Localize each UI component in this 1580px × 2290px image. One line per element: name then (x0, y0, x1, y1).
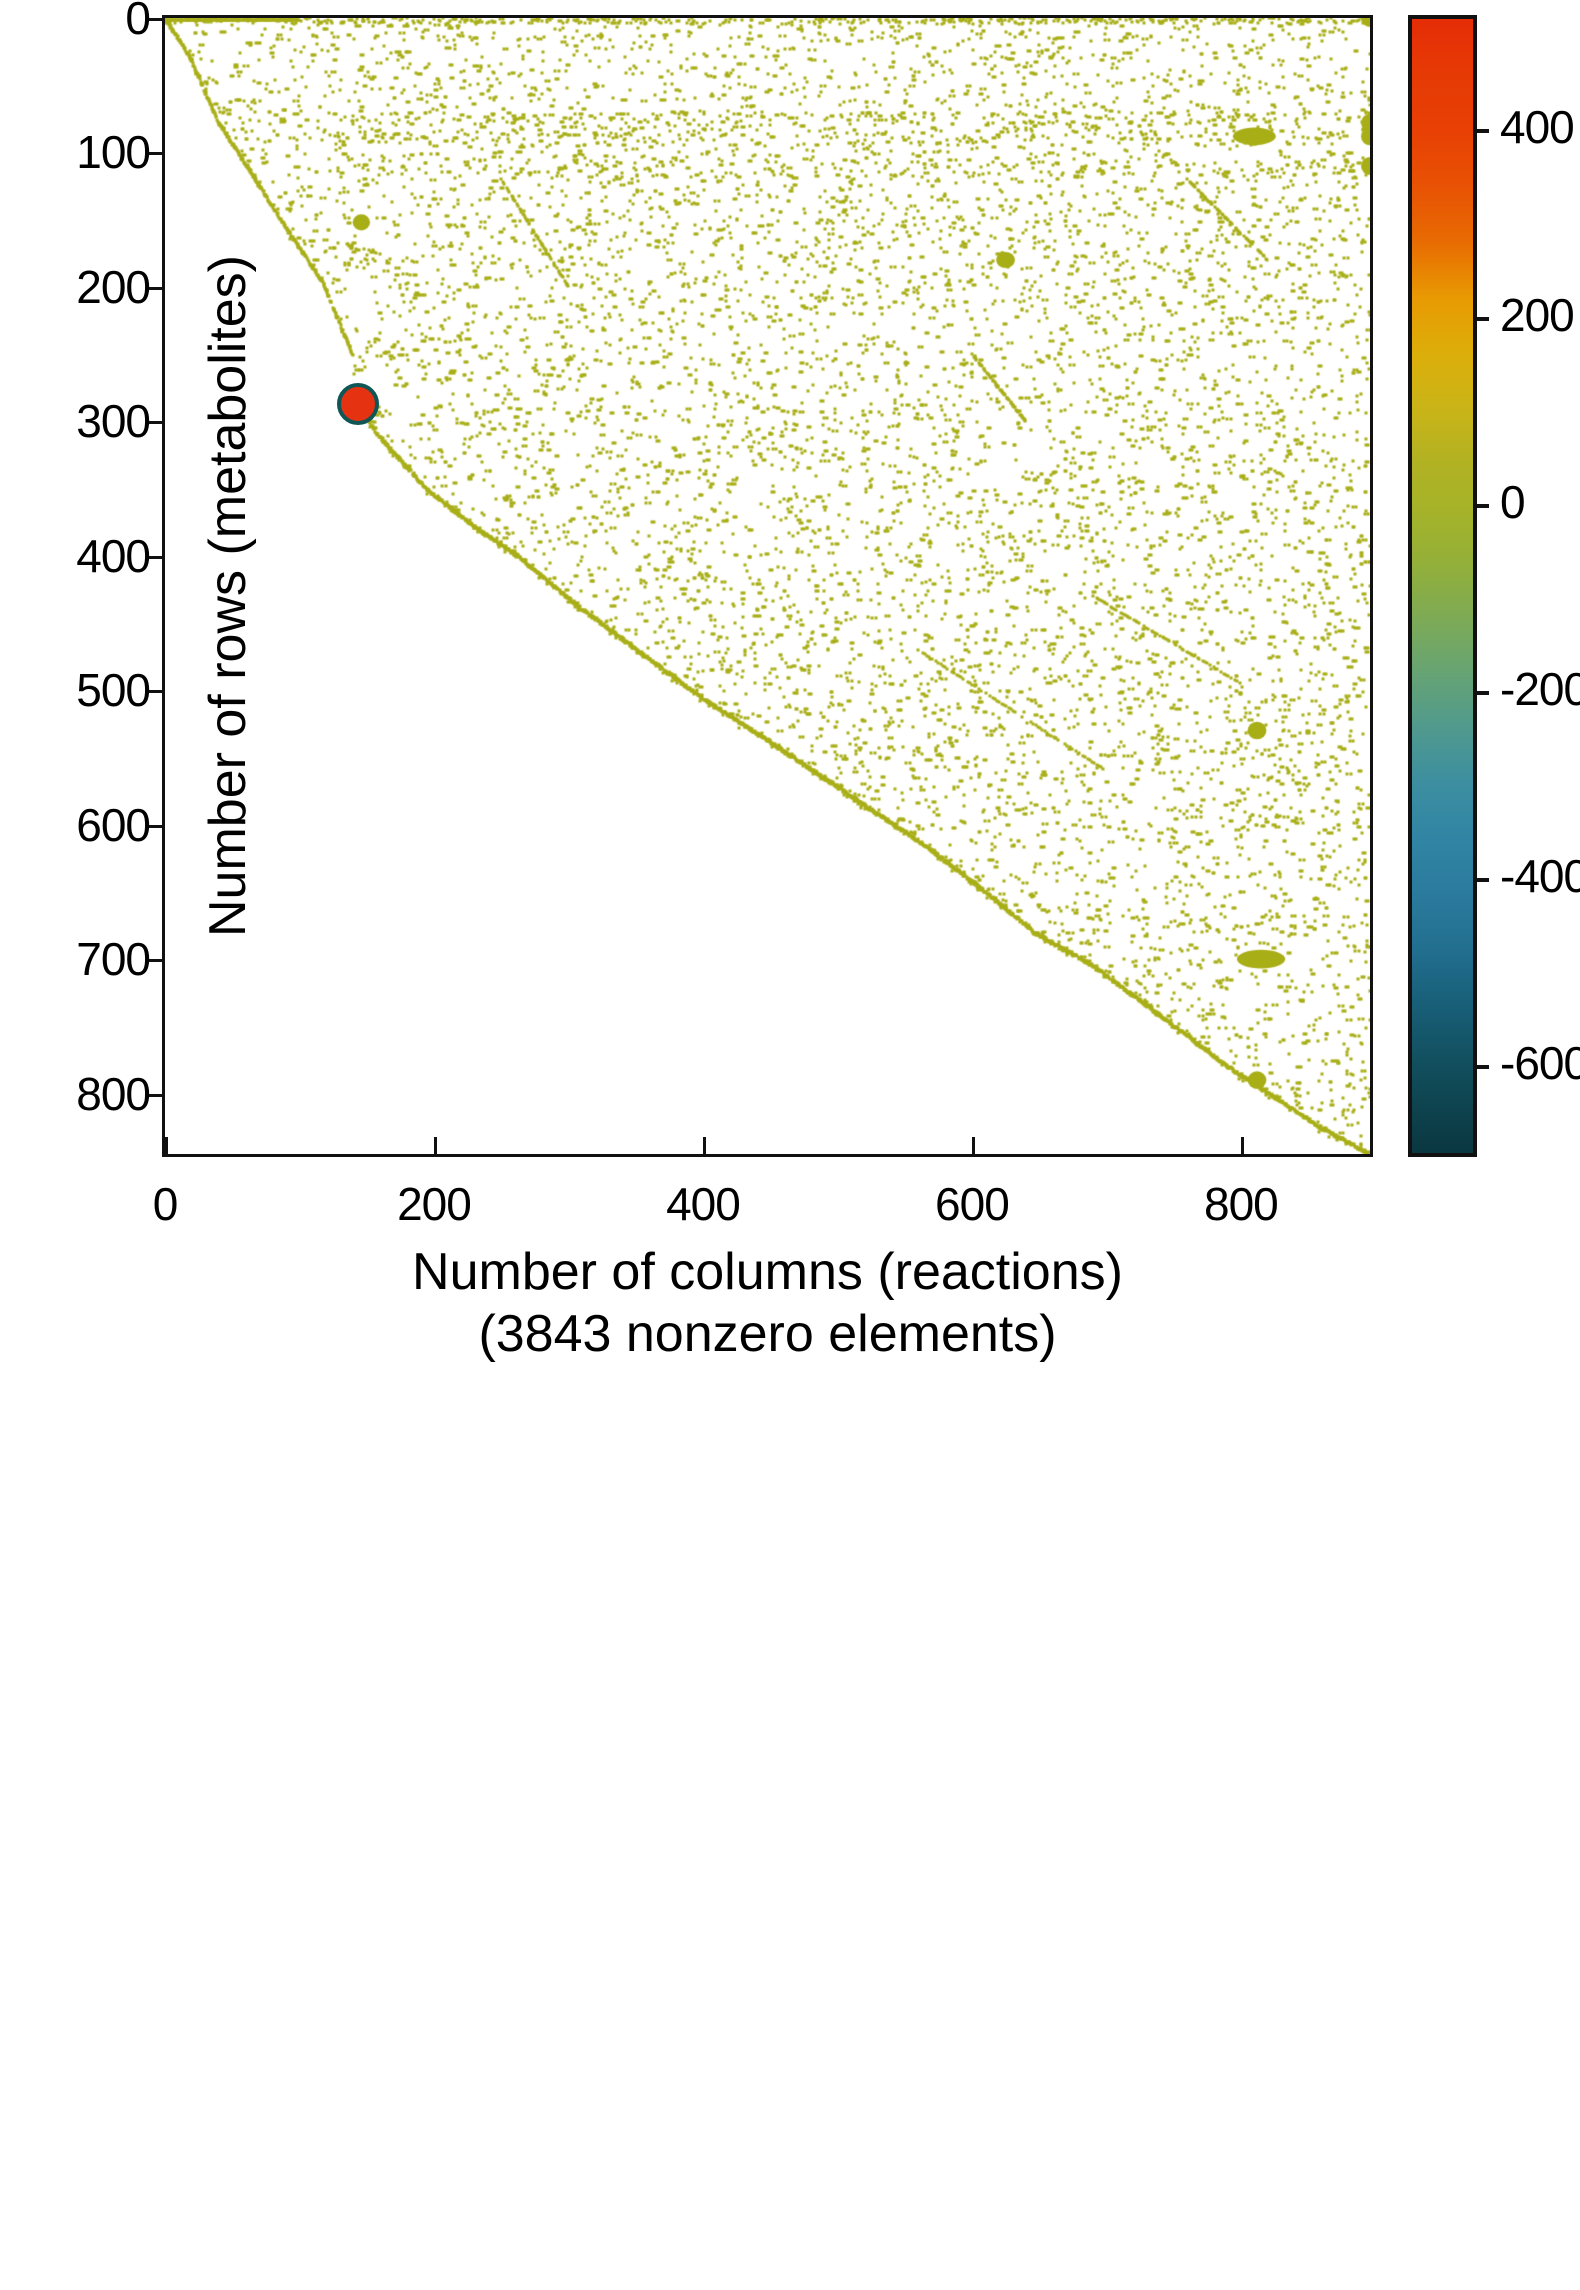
y-axis-ticks (148, 18, 1370, 1154)
x-tick (433, 1137, 437, 1154)
x-tick-label: 800 (1204, 1178, 1279, 1230)
spy-plot-figure: 0 200 400 600 800 0 100 200 300 400 500 600 700 800 … (76, 0, 1580, 1363)
colorbar-tick (1473, 690, 1489, 695)
y-tick (148, 1093, 165, 1097)
x-tick-label: 0 (152, 1178, 179, 1230)
y-tick (148, 421, 165, 425)
y-tick (148, 959, 165, 963)
colorbar-tick-label: -200 (1500, 662, 1580, 715)
colorbar-tick (1473, 129, 1489, 134)
sparsity-scatter-canvas (165, 18, 1370, 1154)
y-tick-label: 100 (76, 126, 151, 179)
colorbar-tick (1473, 503, 1489, 508)
y-tick (148, 555, 165, 559)
x-tick-label: 400 (666, 1178, 741, 1230)
colorbar-tick (1473, 1065, 1489, 1070)
y-tick-label: 500 (76, 664, 151, 717)
y-axis-title: Number of rows (metabolites) (199, 255, 257, 937)
colorbar-tick (1473, 878, 1489, 883)
y-tick (148, 152, 165, 156)
y-tick (148, 824, 165, 828)
colorbar[interactable] (1408, 15, 1489, 1157)
x-tick (702, 1137, 706, 1154)
x-tick (165, 1137, 168, 1154)
y-tick (148, 690, 165, 694)
colorbar-tick-label: -600 (1500, 1037, 1580, 1090)
x-tick-label: 600 (935, 1178, 1010, 1230)
plot-area[interactable] (148, 15, 1373, 1157)
y-tick-label: 800 (76, 1067, 151, 1120)
colorbar-tick-label: 0 (1500, 475, 1526, 528)
x-axis-ticks (165, 1137, 1370, 2290)
y-tick (148, 18, 165, 21)
y-tick-label: 200 (76, 260, 151, 313)
y-tick (148, 286, 165, 290)
colorbar-tick-label: -400 (1500, 850, 1580, 903)
colorbar-tick (1473, 316, 1489, 321)
y-tick-label: 600 (76, 798, 151, 851)
x-axis-subtitle: (3843 nonzero elements) (478, 1305, 1057, 1363)
colorbar-gradient (1412, 19, 1473, 1153)
colorbar-tick-label: 400 (1500, 101, 1575, 154)
x-tick (1240, 1137, 1244, 1154)
x-tick-label: 200 (397, 1178, 472, 1230)
x-axis-title: Number of columns (reactions) (412, 1243, 1123, 1301)
y-tick-label: 700 (76, 933, 151, 986)
colorbar-tick-label: 200 (1500, 288, 1575, 341)
y-tick-label: 0 (125, 0, 151, 44)
y-tick-label: 300 (76, 395, 151, 448)
x-tick (971, 1137, 975, 1154)
y-tick-label: 400 (76, 529, 151, 582)
